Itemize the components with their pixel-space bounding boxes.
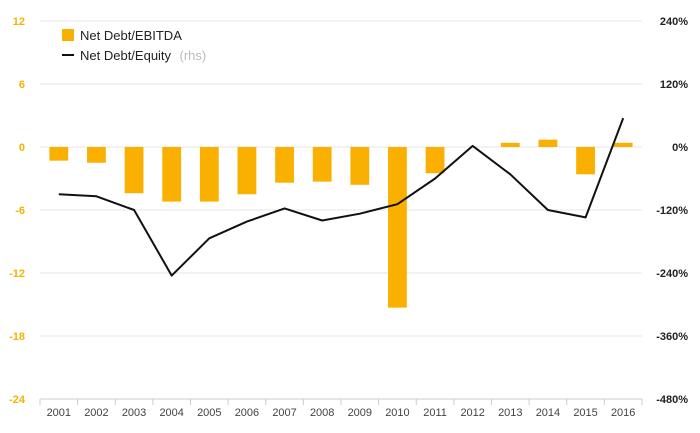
right-tick-label: -120% (656, 205, 688, 217)
bar (49, 147, 69, 161)
bar (500, 142, 520, 147)
x-tick-label: 2015 (573, 407, 597, 419)
left-tick-label: -18 (9, 331, 25, 343)
x-tick-label: 2004 (159, 407, 183, 419)
bar (275, 147, 294, 183)
bar-series-net-debt-ebitda (49, 139, 633, 308)
x-tick-label: 2011 (423, 407, 447, 419)
left-tick-label: 6 (19, 79, 25, 91)
left-axis: 12 6 0 -6 -12 -18 -24 (9, 16, 26, 406)
bar (350, 147, 370, 185)
right-tick-label: -240% (656, 268, 688, 280)
x-tick-label: 2008 (310, 407, 334, 419)
legend-label-rhs: (rhs) (180, 48, 207, 63)
x-tick-label: 2010 (385, 407, 409, 419)
x-tick-label: 2006 (235, 407, 259, 419)
x-tick-label: 2012 (460, 407, 484, 419)
right-tick-label: 0% (672, 142, 688, 154)
bar (162, 147, 182, 202)
bar (425, 147, 445, 174)
right-axis: 240% 120% 0% -120% -240% -360% -480% (656, 16, 688, 406)
legend: Net Debt/EBITDA Net Debt/Equity (rhs) (62, 28, 206, 64)
bar (388, 147, 407, 308)
bar (237, 147, 257, 195)
x-tick-label: 2003 (122, 407, 146, 419)
bar (576, 147, 595, 175)
right-tick-label: 240% (660, 16, 688, 28)
legend-swatch-net-debt-ebitda (62, 29, 74, 41)
legend-label-net-debt-equity: Net Debt/Equity (rhs) (80, 47, 206, 64)
x-tick-label: 2007 (272, 407, 296, 419)
left-tick-label: -12 (9, 268, 25, 280)
left-tick-label: -6 (15, 205, 25, 217)
left-tick-label: -24 (9, 394, 26, 406)
right-tick-label: 120% (660, 79, 688, 91)
x-tick-label: 2002 (84, 407, 108, 419)
x-tick-label: 2009 (348, 407, 372, 419)
x-tick-label: 2013 (498, 407, 522, 419)
bar (87, 147, 106, 163)
left-tick-label: 0 (19, 142, 25, 154)
x-axis: 2001 2002 2003 2004 2005 2006 2007 2008 2009 2010… (39, 398, 643, 419)
line-series-net-debt-equity (58, 117, 625, 277)
x-tick-label: 2005 (197, 407, 221, 419)
x-tick-label: 2001 (47, 407, 71, 419)
bar (312, 147, 332, 182)
bar (538, 139, 558, 147)
right-tick-label: -360% (656, 331, 688, 343)
left-tick-label: 12 (13, 16, 25, 28)
bar (124, 147, 144, 194)
legend-label-net-debt-ebitda: Net Debt/EBITDA (80, 28, 182, 43)
x-tick-label: 2014 (536, 407, 560, 419)
series-line (58, 117, 625, 277)
right-tick-label: -480% (656, 394, 688, 406)
bar (613, 142, 633, 147)
x-tick-label: 2016 (611, 407, 635, 419)
bar (199, 147, 219, 202)
legend-label-net-debt-equity-name: Net Debt/Equity (80, 48, 172, 63)
